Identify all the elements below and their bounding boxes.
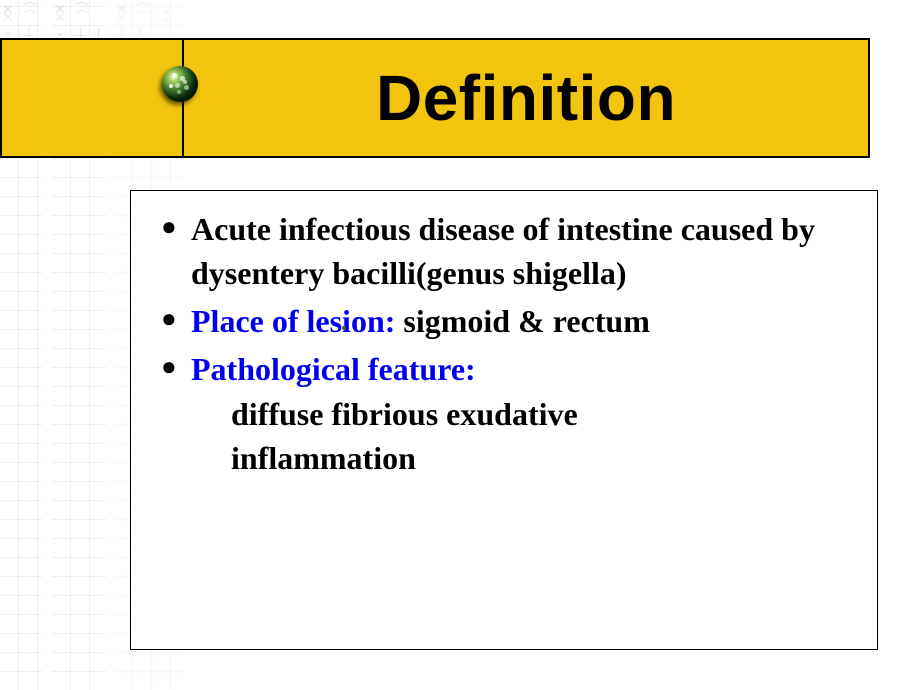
title-band-right: Definition [182, 38, 870, 158]
bullet-text: Acute infectious disease of intestine ca… [191, 211, 815, 291]
bullet-item: Pathological feature: [161, 347, 855, 391]
bullet-subline: diffuse fibrious exudative [161, 392, 855, 436]
bullet-highlight: Pathological feature: [191, 351, 476, 387]
title-band: Definition [0, 38, 870, 158]
bullet-item: Place of lesion: sigmoid & rectum [161, 299, 855, 343]
title-band-left [0, 38, 182, 158]
content-box: Acute infectious disease of intestine ca… [130, 190, 878, 650]
bullet-text: sigmoid & rectum [395, 303, 649, 339]
bullet-item: Acute infectious disease of intestine ca… [161, 207, 855, 295]
decorative-sphere-icon [162, 66, 198, 102]
stray-dot-icon [342, 326, 346, 330]
bullet-subline: inflammation [161, 436, 855, 480]
bullet-highlight: Place of lesion: [191, 303, 395, 339]
slide-title: Definition [376, 61, 676, 135]
